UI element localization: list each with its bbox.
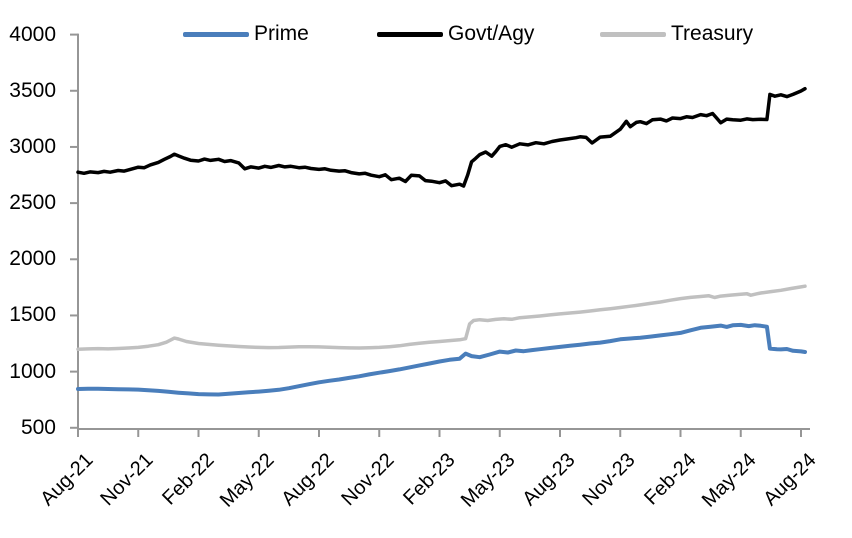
govt-agy-line-swatch [377, 31, 443, 37]
legend-item-govt-agy: Govt/Agy [377, 22, 534, 46]
series-line-treasury [76, 284, 807, 351]
legend-label-treasury: Treasury [671, 22, 754, 45]
y-axis-tick-label: 3000 [9, 134, 56, 158]
legend-item-prime: Prime [183, 22, 309, 46]
legend-label-prime: Prime [254, 22, 309, 45]
y-axis-tick-label: 2000 [9, 247, 56, 271]
y-axis-tick-label: 4000 [9, 22, 56, 46]
y-axis-tick-label: 2500 [9, 191, 56, 215]
prime-line-swatch [183, 31, 249, 37]
treasury-line-swatch [600, 31, 666, 37]
y-axis-tick-label: 1000 [9, 359, 56, 383]
legend-item-treasury: Treasury [600, 22, 753, 46]
series-line-prime [76, 322, 807, 397]
series-line-govt-agy [76, 86, 807, 188]
y-axis-tick-label: 1500 [9, 303, 56, 327]
legend-label-govt-agy: Govt/Agy [448, 22, 535, 45]
y-axis-tick-label: 3500 [9, 78, 56, 102]
y-axis-tick-label: 500 [20, 415, 56, 439]
legend: Prime Govt/Agy Treasury [0, 22, 852, 46]
